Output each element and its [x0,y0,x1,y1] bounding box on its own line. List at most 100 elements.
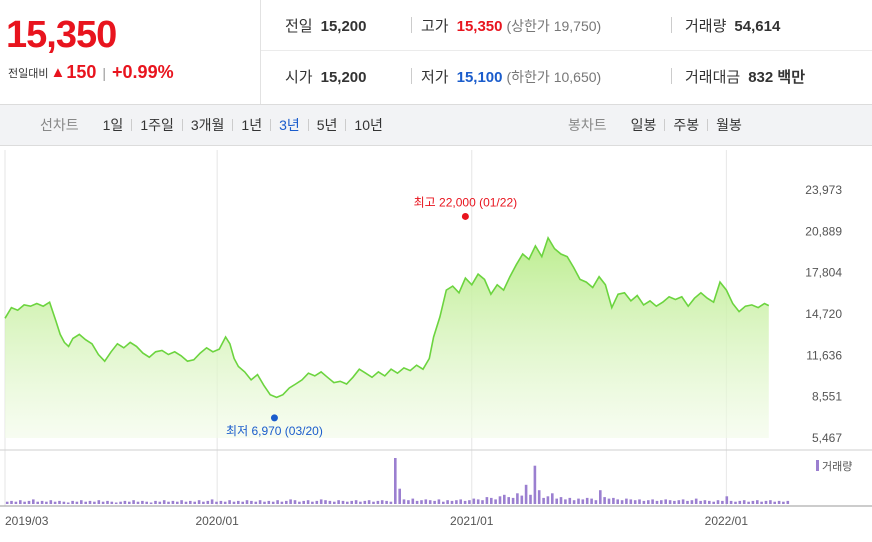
line-chart-label: 선차트 [40,117,79,133]
volume-bar [529,494,532,504]
tab-3m[interactable]: 3개월 [190,117,225,133]
quote-header: 15,350 전일대비 ▲ 150 | +0.99% 전일 15,200 고가 15… [0,0,872,104]
divider [411,68,412,84]
volume-bar [132,500,135,504]
x-tick-label: 2022/01 [705,514,749,528]
volume-bar [620,500,624,504]
volume-bar [19,500,22,504]
volume-bar [572,500,576,504]
volume-bar [546,496,550,504]
volume-bar [756,500,759,504]
volume-bar [581,499,585,504]
volume-bar [254,501,258,504]
volume-bar [472,498,476,504]
volume-bar [415,500,419,504]
stat-volume: 거래량 54,614 [685,18,781,35]
volume-bar [263,501,266,504]
volume-bar [219,500,223,504]
volume-bar [690,500,694,504]
high-marker [461,212,469,220]
volume-bar [359,501,362,504]
tab-3y[interactable]: 3년 [279,117,300,133]
line-chart-tabs: 선차트 1일 1주일 3개월 1년 3년 5년 10년 [40,105,391,145]
volume-bar [651,499,654,504]
volume-bar [302,500,305,504]
volume-bar [32,499,35,504]
low-marker [270,414,278,422]
tab-daily[interactable]: 일봉 [630,117,657,133]
volume-bar [311,501,314,504]
volume-bar [433,500,436,504]
volume-bar [223,501,227,504]
volume-bar [141,500,144,504]
volume-bar [298,501,301,504]
volume-bar [616,499,619,504]
volume-bar [215,501,218,504]
volume-bar [725,496,729,504]
volume-bar [594,500,598,504]
volume-bar [114,502,118,504]
volume-bar [568,497,572,504]
volume-bar [599,490,602,504]
volume-bar [742,500,746,504]
volume-bar [250,500,253,504]
volume-bar [66,502,70,504]
volume-bar [62,501,66,504]
volume-legend-label: 거래량 [822,460,852,473]
volume-bar [442,501,445,504]
tab-10y[interactable]: 10년 [354,117,383,133]
volume-bar [80,500,83,504]
volume-bar [642,500,646,504]
volume-bar [40,500,44,504]
stat-low: 저가 15,100 (하한가 10,650) [421,69,602,86]
y-tick-label: 17,804 [805,266,842,280]
volume-bar [210,499,214,504]
volume-bar [324,500,327,504]
volume-bar [751,500,755,504]
y-axis-labels: 23,973 20,889 17,804 14,720 11,636 8,551 5,467 [805,183,842,445]
volume-bar [376,500,380,504]
volume-bar [498,496,502,504]
volume-bar [93,501,96,504]
volume-bar [27,500,31,504]
volume-bar [520,495,524,504]
x-tick-label: 2020/01 [195,514,239,528]
candle-chart-tabs: 봉차트 일봉 주봉 월봉 [568,105,750,145]
volume-bar [764,500,768,504]
volume-bar [485,497,489,504]
volume-bar [389,501,393,504]
volume-bar [734,501,737,504]
volume-bar [367,500,371,504]
chart-annotations: 최고 22,000 (01/22) 최저 6,970 (03/20) [226,195,517,437]
divider [411,17,412,33]
volume-bar [721,500,724,504]
volume-bar [459,499,462,504]
volume-bar [189,500,192,504]
volume-bar [607,498,611,504]
current-price: 15,350 [6,14,117,56]
volume-bar [385,500,388,504]
volume-bar [494,499,497,504]
volume-bar [293,500,297,504]
x-tick-label: 2021/01 [450,514,494,528]
tab-weekly[interactable]: 주봉 [673,117,700,133]
tab-1w[interactable]: 1주일 [140,117,174,133]
volume-bar [577,498,580,504]
volume-bar [769,500,772,504]
volume-bar [49,500,53,504]
tab-monthly[interactable]: 월봉 [716,117,742,133]
volume-bar [428,500,432,504]
high-label: 최고 22,000 (01/22) [414,195,517,209]
tab-1d[interactable]: 1일 [102,117,124,133]
divider [671,17,672,33]
tab-5y[interactable]: 5년 [316,117,338,133]
volume-bar [154,500,157,504]
volume-bar [14,501,18,504]
volume-bar [716,500,720,504]
volume-bar [346,501,349,504]
y-tick-label: 23,973 [805,183,842,197]
tab-1y[interactable]: 1년 [241,117,263,133]
volume-bar [123,500,127,504]
y-tick-label: 20,889 [805,224,842,238]
change-value: 150 [66,62,97,82]
